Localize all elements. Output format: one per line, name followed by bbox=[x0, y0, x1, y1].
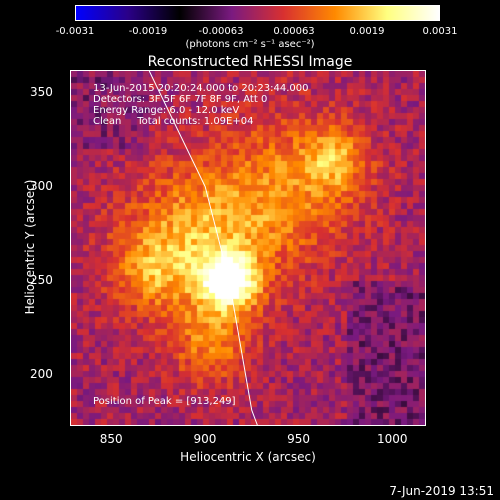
annotation-peak-position: Position of Peak = [913,249] bbox=[93, 396, 236, 407]
x-axis-label: Heliocentric X (arcsec) bbox=[180, 450, 316, 464]
annotation-detectors: Detectors: 3F 5F 6F 7F 8F 9F, Att 0 bbox=[93, 94, 268, 105]
chart-title: Reconstructed RHESSI Image bbox=[147, 54, 353, 70]
x-tick-label: 900 bbox=[193, 432, 217, 446]
colorbar-tick-label: 0.00063 bbox=[273, 26, 315, 37]
colorbar-tick-label: 0.0031 bbox=[422, 26, 458, 37]
y-axis-label: Heliocentric Y (arcsec) bbox=[23, 179, 37, 315]
y-tick-label: 350 bbox=[30, 85, 53, 100]
y-tick-label: 250 bbox=[30, 272, 53, 287]
limb-line bbox=[148, 71, 258, 425]
y-tick-label: 200 bbox=[30, 366, 53, 381]
colorbar bbox=[75, 5, 440, 21]
annotation-total-counts: Clean Total counts: 1.09E+04 bbox=[93, 116, 254, 127]
x-tick-label: 850 bbox=[99, 432, 123, 446]
annotation-time-range: 13-Jun-2015 20:20:24.000 to 20:23:44.000 bbox=[93, 83, 309, 94]
colorbar-tick-label: 0.0019 bbox=[349, 26, 385, 37]
colorbar-tick-label: -0.0031 bbox=[55, 26, 95, 37]
annotation-energy-range: Energy Range: 6.0 - 12.0 keV bbox=[93, 105, 240, 116]
colorbar-units: (photons cm⁻² s⁻¹ asec⁻²) bbox=[185, 39, 315, 50]
footer-timestamp: 7-Jun-2019 13:51 bbox=[389, 484, 494, 498]
x-tick-label: 950 bbox=[287, 432, 311, 446]
colorbar-tick-label: -0.0019 bbox=[128, 26, 168, 37]
solar-limb-curve bbox=[148, 71, 258, 425]
plot-area: 13-Jun-2015 20:20:24.000 to 20:23:44.000… bbox=[70, 70, 426, 426]
heatmap-image bbox=[71, 71, 425, 425]
x-tick-label: 1000 bbox=[376, 432, 408, 446]
y-tick-label: 300 bbox=[30, 179, 53, 194]
colorbar-tick-label: -0.00063 bbox=[198, 26, 244, 37]
